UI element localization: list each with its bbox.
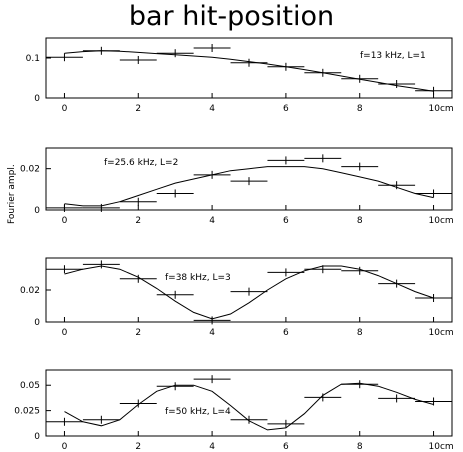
panel-2-xtick-label-0: 0 [62, 216, 68, 226]
panel-1-frame [45, 37, 453, 99]
panel-2-xtick-label-5: 10cm [429, 216, 454, 226]
panel-2-ytick-label-0: 0 [34, 206, 40, 216]
panel-2-xtick-label-1: 2 [135, 216, 141, 226]
panel-4-frame [45, 369, 453, 437]
panel-3-xtick-label-3: 6 [283, 328, 289, 338]
panel-1-xtick-label-3: 6 [283, 104, 289, 114]
panel-2-fit-curve [64, 166, 434, 207]
panel-3-xtick-label-0: 0 [62, 328, 68, 338]
panel-4-fit-curve [64, 382, 434, 431]
chart-title: bar hit-position [128, 1, 335, 32]
panel-2-xtick-label-4: 8 [357, 216, 363, 226]
panel-3-xtick-label-1: 2 [135, 328, 141, 338]
panel-3-ytick-label-1: 0.02 [20, 286, 40, 296]
panel-3-xtick-label-2: 4 [209, 328, 215, 338]
panel-1-ytick-label-0: 0 [34, 94, 40, 104]
panel-4-xtick-label-2: 4 [209, 442, 215, 452]
panel-2-frame [45, 147, 453, 211]
panel-4-ytick-label-0: 0 [34, 432, 40, 442]
panel-3-xtick-label-4: 8 [357, 328, 363, 338]
panel-4-xtick-label-5: 10cm [429, 442, 454, 452]
panel-1-ytick-label-1: 0.1 [26, 54, 40, 64]
panel-1-xtick-label-1: 2 [135, 104, 141, 114]
panel-4-xtick-label-3: 6 [283, 442, 289, 452]
panel-2-ytick-label-1: 0.02 [20, 165, 40, 175]
panel-1-xtick-label-2: 4 [209, 104, 215, 114]
panel-4-xtick-label-0: 0 [62, 442, 68, 452]
panel-2-annotation: f=25.6 kHz, L=2 [104, 158, 178, 168]
panel-1-xtick-label-0: 0 [62, 104, 68, 114]
panel-4-xtick-label-1: 2 [135, 442, 141, 452]
panel-1-annotation: f=13 kHz, L=1 [360, 51, 426, 61]
panel-2-xtick-label-2: 4 [209, 216, 215, 226]
panel-2-xtick-label-3: 6 [283, 216, 289, 226]
panel-4-xtick-label-4: 8 [357, 442, 363, 452]
panel-3-xtick-label-5: 10cm [429, 328, 454, 338]
panel-1-fit-curve [64, 50, 434, 92]
panel-1-xtick-label-4: 8 [357, 104, 363, 114]
panel-4-ytick-label-2: 0.05 [20, 381, 40, 391]
panel-3-annotation: f=38 kHz, L=3 [165, 273, 231, 283]
panel-3-fit-curve [64, 265, 434, 320]
panel-4-annotation: f=50 kHz, L=4 [165, 407, 231, 417]
panel-3-ytick-label-0: 0 [34, 318, 40, 328]
panel-1-xtick-label-5: 10cm [429, 104, 454, 114]
panel-4-ytick-label-1: 0.025 [14, 407, 40, 417]
